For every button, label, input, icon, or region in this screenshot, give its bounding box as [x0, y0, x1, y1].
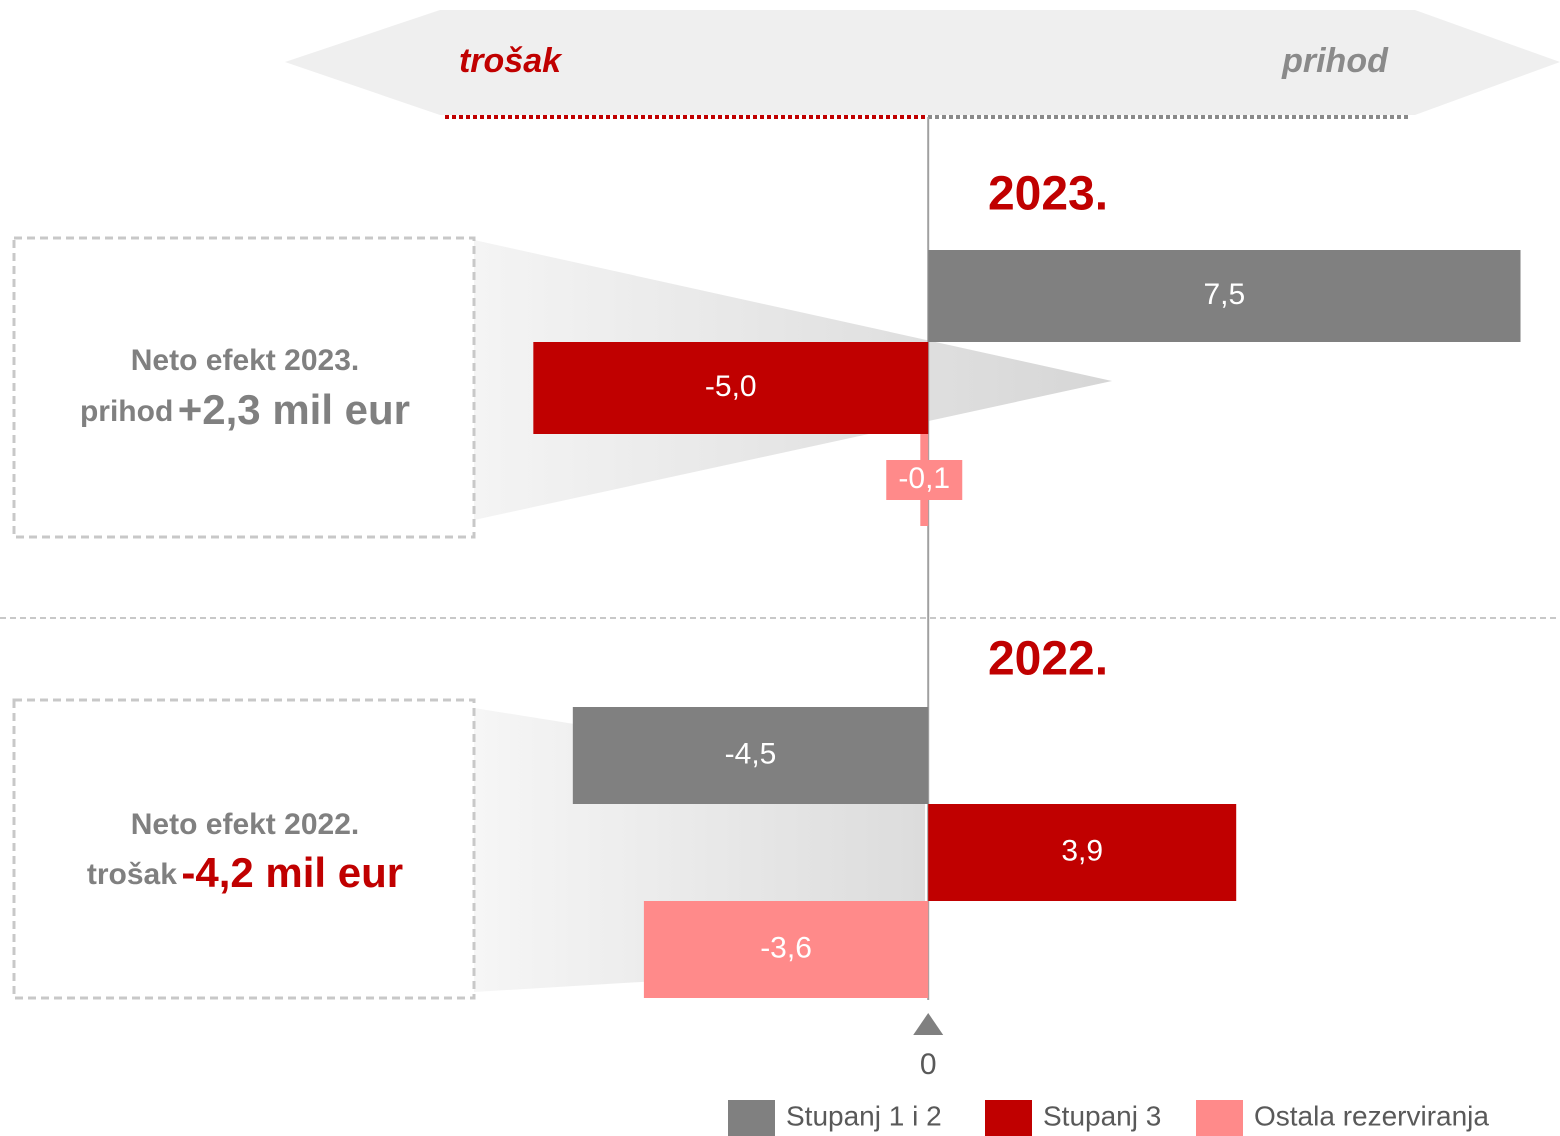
- bar: [928, 250, 1521, 342]
- net-title: Neto efekt 2023.: [131, 344, 359, 377]
- legend-label: Ostala rezerviranja: [1254, 1100, 1489, 1131]
- net-lead: prihod: [80, 395, 173, 428]
- value-label: -4,5: [725, 737, 777, 770]
- direction-label: trošak: [459, 42, 563, 80]
- legend-swatch: [728, 1100, 775, 1136]
- net-line: trošak -4,2 mil eur: [87, 849, 403, 896]
- net-lead: trošak: [87, 858, 177, 891]
- group-title: 2023.: [988, 168, 1108, 221]
- bar: [572, 707, 929, 804]
- direction-label: prihod: [1281, 42, 1389, 80]
- legend-swatch: [1196, 1100, 1243, 1136]
- legend-label: Stupanj 1 i 2: [786, 1100, 942, 1131]
- value-label: -0,1: [898, 462, 950, 495]
- bar: [533, 342, 929, 434]
- value-label: 7,5: [1203, 278, 1245, 311]
- value-label: 3,9: [1061, 834, 1103, 867]
- value-label: -5,0: [705, 370, 757, 403]
- net-box: [12, 236, 476, 539]
- bar: [643, 901, 929, 998]
- net-line: prihod +2,3 mil eur: [80, 386, 410, 433]
- net-box: [12, 698, 476, 1000]
- net-amount: +2,3 mil eur: [178, 386, 410, 433]
- legend-swatch: [985, 1100, 1032, 1136]
- legend-label: Stupanj 3: [1043, 1100, 1161, 1131]
- bar: [928, 804, 1237, 901]
- tick-marker: [913, 1013, 944, 1035]
- value-label-bg: [886, 460, 963, 500]
- direction-banner: [285, 10, 1560, 115]
- group-title: 2022.: [988, 633, 1108, 686]
- net-title: Neto efekt 2022.: [131, 808, 359, 841]
- net-amount: -4,2 mil eur: [181, 849, 403, 896]
- value-label: -3,6: [760, 931, 812, 964]
- x-tick-label: 0: [920, 1048, 937, 1081]
